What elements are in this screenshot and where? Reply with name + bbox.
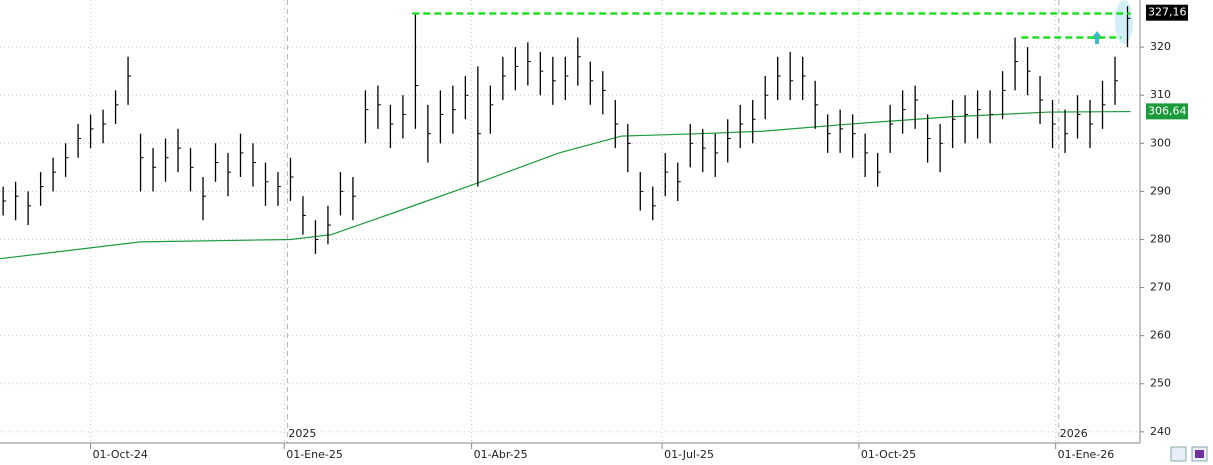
price-label-box: [1146, 4, 1188, 21]
scroll-button[interactable]: [1170, 446, 1187, 462]
year-label: 2026: [1060, 427, 1088, 440]
y-tick-label: 270: [1150, 281, 1171, 294]
y-tick-label: 320: [1150, 40, 1171, 53]
moving-average: [0, 110, 1131, 260]
y-tick-label: 310: [1150, 88, 1171, 101]
highlight: [1115, 0, 1133, 44]
y-tick-label: 250: [1150, 377, 1171, 390]
y-tick-label: 300: [1150, 136, 1171, 149]
arrow-icon: [1091, 31, 1103, 44]
x-tick-label: 01-Abr-25: [474, 448, 528, 461]
price-label-box: [1146, 103, 1188, 120]
y-tick-label: 240: [1150, 425, 1171, 438]
y-tick-label: 260: [1150, 329, 1171, 342]
year-label: 2025: [288, 427, 316, 440]
x-tick-label: 01-Ene-26: [1058, 448, 1115, 461]
x-tick-label: 01-Jul-25: [664, 448, 714, 461]
y-tick-label: 290: [1150, 184, 1171, 197]
price-label: 327,16: [1148, 6, 1187, 19]
x-tick-label: 01-Ene-25: [286, 448, 343, 461]
y-tick-label: 280: [1150, 232, 1171, 245]
price-label: 306,64: [1148, 104, 1187, 117]
x-tick-label: 01-Oct-25: [861, 448, 916, 461]
x-tick-label: 01-Oct-24: [93, 448, 148, 461]
save-icon: [1195, 450, 1204, 458]
